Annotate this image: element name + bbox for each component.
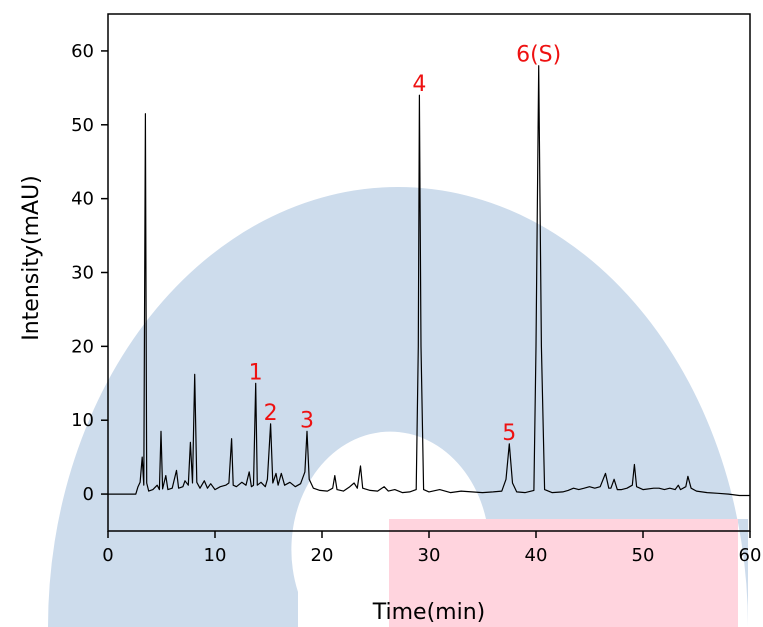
peak-label-6: 6(S) — [516, 43, 561, 68]
watermark-pink-block — [389, 519, 738, 627]
y-tick-label: 20 — [71, 336, 94, 357]
peak-label-5: 5 — [502, 421, 516, 446]
y-tick-label: 40 — [71, 189, 94, 210]
x-tick-label: 10 — [204, 545, 227, 566]
x-tick-label: 30 — [418, 545, 441, 566]
peak-label-2: 2 — [264, 401, 278, 426]
peak-label-4: 4 — [412, 72, 426, 97]
y-axis-title: Intensity(mAU) — [19, 175, 44, 341]
x-axis-title: Time(min) — [372, 600, 486, 625]
x-tick-label: 60 — [739, 545, 762, 566]
y-tick-label: 60 — [71, 41, 94, 62]
y-tick-label: 50 — [71, 115, 94, 136]
chromatogram-trace — [108, 65, 750, 497]
x-axis: 0 10 20 30 40 50 60 — [102, 531, 761, 566]
y-tick-label: 30 — [71, 263, 94, 284]
x-tick-label: 50 — [632, 545, 655, 566]
y-tick-label: 0 — [83, 484, 94, 505]
peak-label-1: 1 — [249, 360, 263, 385]
x-tick-label: 40 — [525, 545, 548, 566]
x-tick-label: 20 — [311, 545, 334, 566]
background-watermark — [48, 187, 748, 627]
x-tick-label: 0 — [102, 545, 113, 566]
peak-label-3: 3 — [300, 408, 314, 433]
peak-labels: 12 3 4 5 6(S) — [249, 43, 562, 446]
watermark-ring — [48, 187, 748, 627]
y-tick-label: 10 — [71, 410, 94, 431]
y-axis: 0 10 20 30 40 50 60 — [71, 41, 108, 505]
